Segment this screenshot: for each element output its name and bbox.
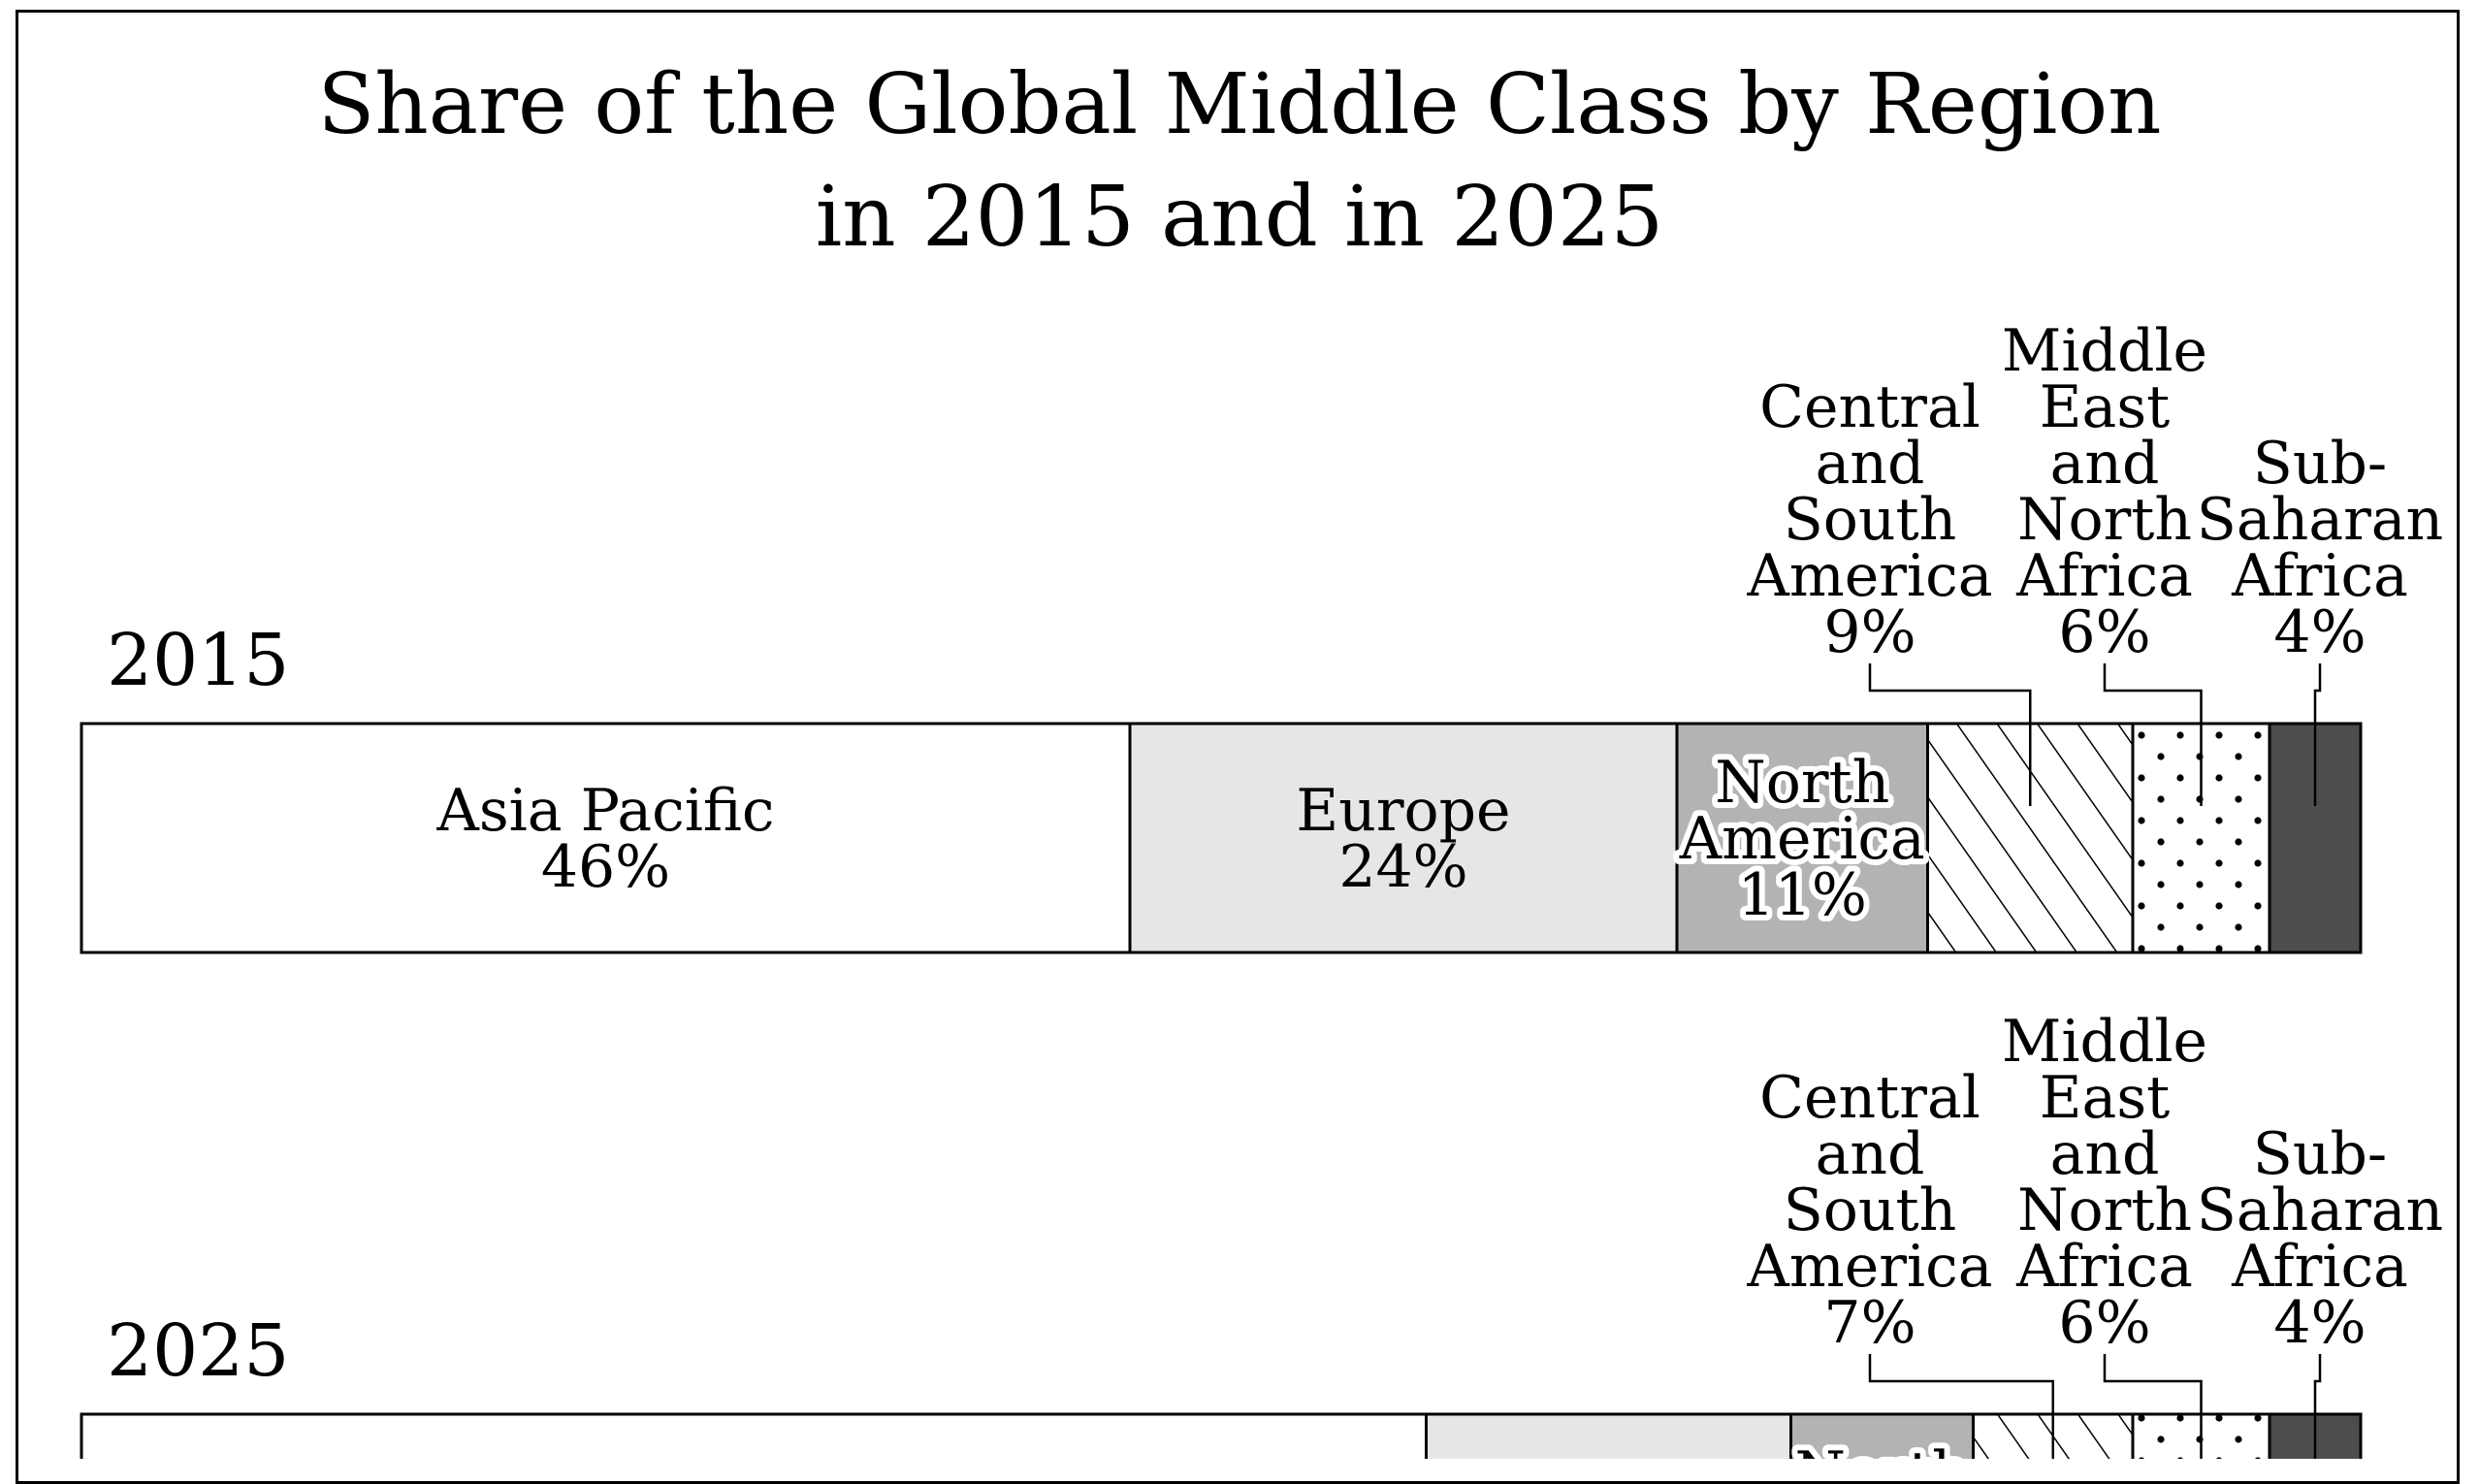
chart-title: Share of the Global Middle Class by Regi… [0,48,2479,274]
chart-title-line-2: in 2015 and in 2025 [815,169,1664,266]
leader-line-2025-sub-saharan-africa [2313,1354,2322,1459]
leader-line-2025-central-and-south-america [1868,1354,2054,1459]
year-label-2025: 2025 [107,1309,289,1393]
segment-label-2015-sub-saharan-africa: Sub-Saharan Africa 4% [2197,430,2443,666]
bar-segment-2025-north-america [1789,1412,1975,1459]
leader-line-2025-middle-east-and-north-africa [2103,1354,2203,1459]
year-label-2015: 2015 [107,619,289,702]
bar-segment-2015-middle-east-and-north-africa [2131,722,2271,954]
chart-title-line-1: Share of the Global Middle Class by Regi… [317,56,2162,153]
segment-label-2015-europe: Europe 24% [1296,777,1510,901]
segment-label-2025-sub-saharan-africa: Sub-Saharan Africa 4% [2197,1120,2443,1357]
bar-segment-2015-north-america [1675,722,1929,954]
bar-segment-2025-asia-pacific [80,1412,1428,1459]
bar-segment-2015-europe [1128,722,1679,954]
segment-label-2025-middle-east-and-north-africa: Middle East and North Africa 6% [2002,1008,2207,1357]
bar-segment-2025-europe [1425,1412,1792,1459]
segment-label-2015-asia-pacific: Asia Pacific 46% [435,777,774,901]
leader-line-2015-central-and-south-america [1868,663,2032,806]
leader-line-2015-sub-saharan-africa [2313,663,2322,806]
segment-label-2015-north-america: North America 11% [1679,749,1925,929]
segment-label-2015-central-and-south-america: Central and South America 9% [1747,373,1993,666]
bar-segment-2015-asia-pacific [80,722,1132,954]
segment-label-2025-north-america: NorthAmerica8% [1758,1439,2005,1459]
segment-label-2025-central-and-south-america: Central and South America 7% [1747,1064,1993,1357]
segment-label-2015-middle-east-and-north-africa: Middle East and North Africa 6% [2002,317,2207,666]
leader-line-2015-middle-east-and-north-africa [2103,663,2203,806]
